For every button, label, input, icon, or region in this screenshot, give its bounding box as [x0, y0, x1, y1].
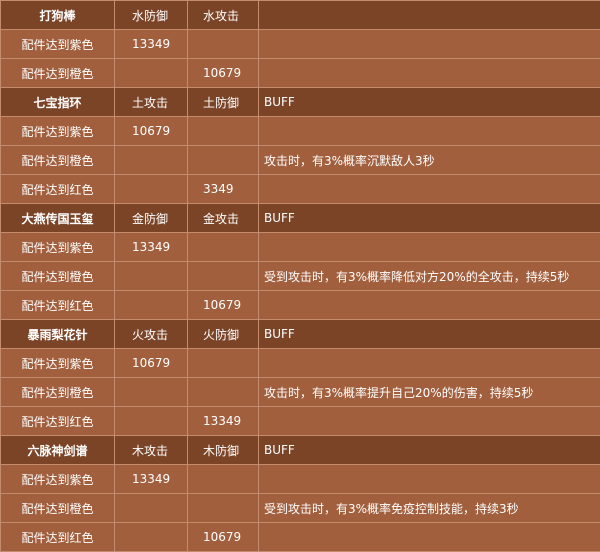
data-row: 配件达到橙色 受到攻击时，有3%概率免疫控制技能，持续3秒: [0, 493, 600, 523]
cell: 暴雨梨花针: [0, 319, 115, 349]
cell: 七宝指环: [0, 87, 115, 117]
cell: 10679: [187, 290, 259, 320]
cell: [258, 406, 600, 436]
cell: 配件达到红色: [0, 522, 115, 552]
data-row: 配件达到紫色 13349: [0, 232, 600, 262]
data-row: 配件达到红色 13349: [0, 406, 600, 436]
cell: BUFF: [258, 435, 600, 465]
cell: 13349: [114, 464, 188, 494]
cell: [114, 261, 188, 291]
cell: [114, 377, 188, 407]
section-header-row: 七宝指环 土攻击 土防御 BUFF: [0, 87, 600, 117]
cell: BUFF: [258, 203, 600, 233]
section-header-row: 暴雨梨花针 火攻击 火防御 BUFF: [0, 319, 600, 349]
cell: [258, 174, 600, 204]
data-row: 配件达到橙色 10679: [0, 58, 600, 88]
cell: 火防御: [187, 319, 259, 349]
cell: [187, 116, 259, 146]
cell: 木攻击: [114, 435, 188, 465]
cell: 配件达到红色: [0, 290, 115, 320]
cell: 13349: [187, 406, 259, 436]
cell: [114, 522, 188, 552]
cell: 土攻击: [114, 87, 188, 117]
data-row: 配件达到紫色 10679: [0, 348, 600, 378]
cell: 10679: [187, 522, 259, 552]
cell: 打狗棒: [0, 0, 115, 30]
section-header-row: 打狗棒 水防御 水攻击: [0, 0, 600, 30]
cell: [187, 377, 259, 407]
cell: 大燕传国玉玺: [0, 203, 115, 233]
cell: [258, 0, 600, 30]
cell: 配件达到橙色: [0, 493, 115, 523]
cell: BUFF: [258, 87, 600, 117]
data-row: 配件达到红色 10679: [0, 522, 600, 552]
data-row: 配件达到紫色 10679: [0, 116, 600, 146]
cell: 火攻击: [114, 319, 188, 349]
cell: 配件达到红色: [0, 406, 115, 436]
cell: 木防御: [187, 435, 259, 465]
cell: 配件达到橙色: [0, 145, 115, 175]
cell: 金防御: [114, 203, 188, 233]
section-header-row: 大燕传国玉玺 金防御 金攻击 BUFF: [0, 203, 600, 233]
cell: [187, 348, 259, 378]
data-row: 配件达到紫色 13349: [0, 464, 600, 494]
cell: [187, 464, 259, 494]
data-row: 配件达到紫色 13349: [0, 29, 600, 59]
cell: 配件达到紫色: [0, 232, 115, 262]
cell: [114, 493, 188, 523]
cell: [114, 145, 188, 175]
cell: 配件达到紫色: [0, 29, 115, 59]
cell: 配件达到橙色: [0, 261, 115, 291]
cell: [258, 116, 600, 146]
data-row: 配件达到橙色 受到攻击时，有3%概率降低对方20%的全攻击，持续5秒: [0, 261, 600, 291]
cell: [187, 493, 259, 523]
cell: 攻击时，有3%概率提升自己20%的伤害，持续5秒: [258, 377, 600, 407]
cell: 受到攻击时，有3%概率免疫控制技能，持续3秒: [258, 493, 600, 523]
data-row: 配件达到橙色 攻击时，有3%概率沉默敌人3秒: [0, 145, 600, 175]
cell: [187, 261, 259, 291]
cell: [114, 58, 188, 88]
cell: 10679: [114, 116, 188, 146]
cell: 10679: [187, 58, 259, 88]
section-header-row: 六脉神剑谱 木攻击 木防御 BUFF: [0, 435, 600, 465]
cell: 3349: [187, 174, 259, 204]
cell: 水防御: [114, 0, 188, 30]
cell: [258, 29, 600, 59]
cell: 水攻击: [187, 0, 259, 30]
cell: 攻击时，有3%概率沉默敌人3秒: [258, 145, 600, 175]
cell: [258, 290, 600, 320]
cell: 受到攻击时，有3%概率降低对方20%的全攻击，持续5秒: [258, 261, 600, 291]
cell: [187, 29, 259, 59]
data-row: 配件达到红色 3349: [0, 174, 600, 204]
cell: 配件达到紫色: [0, 116, 115, 146]
cell: [187, 145, 259, 175]
cell: [258, 232, 600, 262]
cell: 配件达到红色: [0, 174, 115, 204]
cell: 配件达到橙色: [0, 377, 115, 407]
cell: [114, 174, 188, 204]
cell: [258, 522, 600, 552]
cell: 10679: [114, 348, 188, 378]
data-row: 配件达到红色 10679: [0, 290, 600, 320]
cell: 六脉神剑谱: [0, 435, 115, 465]
cell: [114, 290, 188, 320]
cell: [114, 406, 188, 436]
cell: 金攻击: [187, 203, 259, 233]
data-row: 配件达到橙色 攻击时，有3%概率提升自己20%的伤害，持续5秒: [0, 377, 600, 407]
cell: BUFF: [258, 319, 600, 349]
cell: 13349: [114, 29, 188, 59]
cell: 配件达到紫色: [0, 464, 115, 494]
cell: [258, 58, 600, 88]
cell: [187, 232, 259, 262]
cell: [258, 348, 600, 378]
cell: 配件达到紫色: [0, 348, 115, 378]
cell: 配件达到橙色: [0, 58, 115, 88]
cell: [258, 464, 600, 494]
cell: 土防御: [187, 87, 259, 117]
cell: 13349: [114, 232, 188, 262]
